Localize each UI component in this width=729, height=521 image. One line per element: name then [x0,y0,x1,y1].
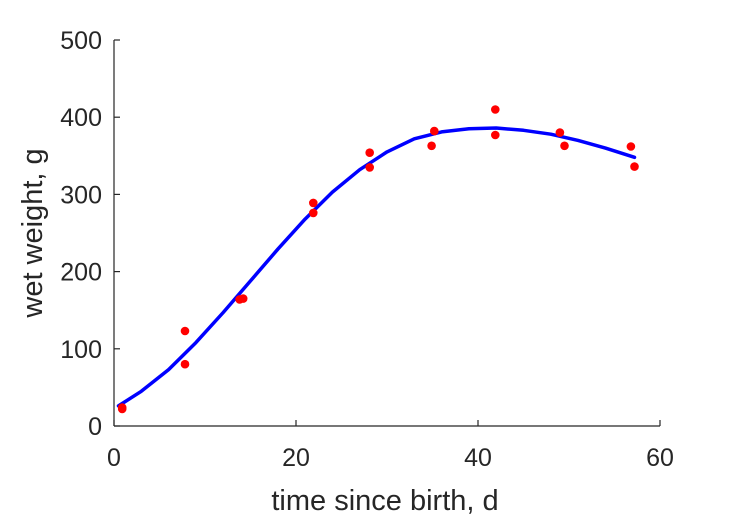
series-layer [116,105,639,414]
y-axis-label: wet weight, g [17,148,49,318]
x-tick-label: 60 [646,444,674,472]
data-point [555,128,565,137]
y-tick-label: 300 [60,181,102,209]
data-point [309,198,318,208]
data-point [427,141,436,151]
y-axis-ticks: 0 100 200 300 400 500 [60,27,120,441]
x-axis-ticks: 0 20 40 60 [107,420,674,472]
y-tick-label: 0 [88,413,102,441]
data-point [491,105,500,114]
x-axis-label: time since birth, d [271,485,498,517]
y-tick-label: 100 [60,336,102,364]
y-tick-label: 400 [60,104,102,132]
x-tick-label: 0 [107,444,121,472]
data-point [626,142,636,151]
fit-curve-line [116,126,637,408]
y-tick-label: 200 [60,259,102,287]
data-point [309,208,318,218]
data-point [630,162,639,171]
data-point [180,326,190,336]
data-point [491,130,500,140]
data-point [365,148,375,157]
data-point [560,141,569,151]
data-point [180,359,190,369]
data-point [365,163,375,172]
x-tick-label: 40 [464,444,492,472]
y-tick-label: 500 [60,27,102,55]
data-point [117,403,127,412]
data-point [430,126,439,136]
x-tick-label: 20 [282,444,310,472]
data-point [238,294,248,303]
